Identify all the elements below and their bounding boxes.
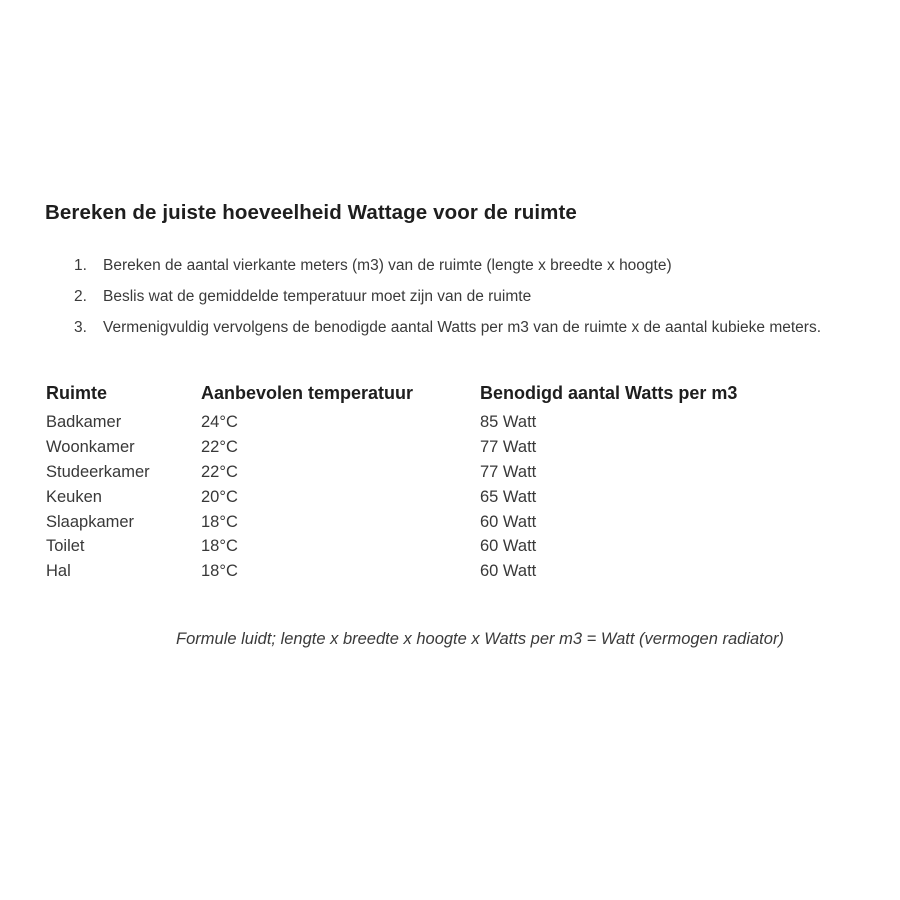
cell-room: Hal: [46, 562, 71, 581]
table-row: Slaapkamer 18°C 60 Watt: [46, 513, 856, 538]
cell-watts: 77 Watt: [480, 462, 537, 481]
cell-temperature: 18°C: [201, 537, 238, 556]
cell-temperature: 22°C: [201, 437, 238, 456]
cell-temperature: 18°C: [201, 512, 238, 531]
cell-temperature: 24°C: [201, 413, 238, 431]
list-item-number: 1.: [74, 257, 87, 274]
table-row: Badkamer 24°C 85 Watt: [46, 413, 856, 438]
cell-room: Woonkamer: [46, 437, 135, 456]
cell-watts: 60 Watt: [480, 562, 537, 581]
list-item: 3. Vermenigvuldig vervolgens de benodigd…: [0, 319, 900, 350]
column-header-temperatuur: Aanbevolen temperatuur: [201, 383, 414, 403]
table-row: Hal 18°C 60 Watt: [46, 562, 856, 587]
cell-room: Slaapkamer: [46, 512, 135, 531]
column-header-watts: Benodigd aantal Watts per m3: [480, 383, 738, 403]
table-row: Toilet 18°C 60 Watt: [46, 537, 856, 562]
cell-room: Keuken: [46, 487, 102, 506]
list-item-text: Beslis wat de gemiddelde temperatuur moe…: [103, 288, 532, 305]
column-header-ruimte: Ruimte: [46, 383, 108, 403]
list-item: 1. Bereken de aantal vierkante meters (m…: [0, 257, 900, 288]
page-title: Bereken de juiste hoeveelheid Wattage vo…: [45, 201, 577, 224]
cell-watts: 77 Watt: [480, 437, 537, 456]
formula-note: Formule luidt; lengte x breedte x hoogte…: [176, 630, 784, 648]
list-item: 2. Beslis wat de gemiddelde temperatuur …: [0, 288, 900, 319]
list-item-number: 2.: [74, 288, 87, 305]
list-item-text: Bereken de aantal vierkante meters (m3) …: [103, 257, 672, 274]
list-item-text: Vermenigvuldig vervolgens de benodigde a…: [103, 319, 822, 336]
instruction-list: 1. Bereken de aantal vierkante meters (m…: [0, 257, 900, 350]
cell-temperature: 22°C: [201, 462, 238, 481]
cell-watts: 60 Watt: [480, 512, 537, 531]
cell-room: Badkamer: [46, 413, 122, 431]
cell-temperature: 18°C: [201, 562, 238, 581]
cell-room: Studeerkamer: [46, 462, 150, 481]
table-row: Woonkamer 22°C 77 Watt: [46, 438, 856, 463]
cell-temperature: 20°C: [201, 487, 238, 506]
table-row: Keuken 20°C 65 Watt: [46, 488, 856, 513]
list-item-number: 3.: [74, 319, 87, 336]
cell-watts: 60 Watt: [480, 537, 537, 556]
cell-watts: 65 Watt: [480, 487, 537, 506]
wattage-table: Ruimte Aanbevolen temperatuur Benodigd a…: [46, 383, 856, 587]
cell-watts: 85 Watt: [480, 413, 537, 431]
table-row: Studeerkamer 22°C 77 Watt: [46, 463, 856, 488]
table-header-row: Ruimte Aanbevolen temperatuur Benodigd a…: [46, 383, 856, 413]
cell-room: Toilet: [46, 537, 85, 556]
